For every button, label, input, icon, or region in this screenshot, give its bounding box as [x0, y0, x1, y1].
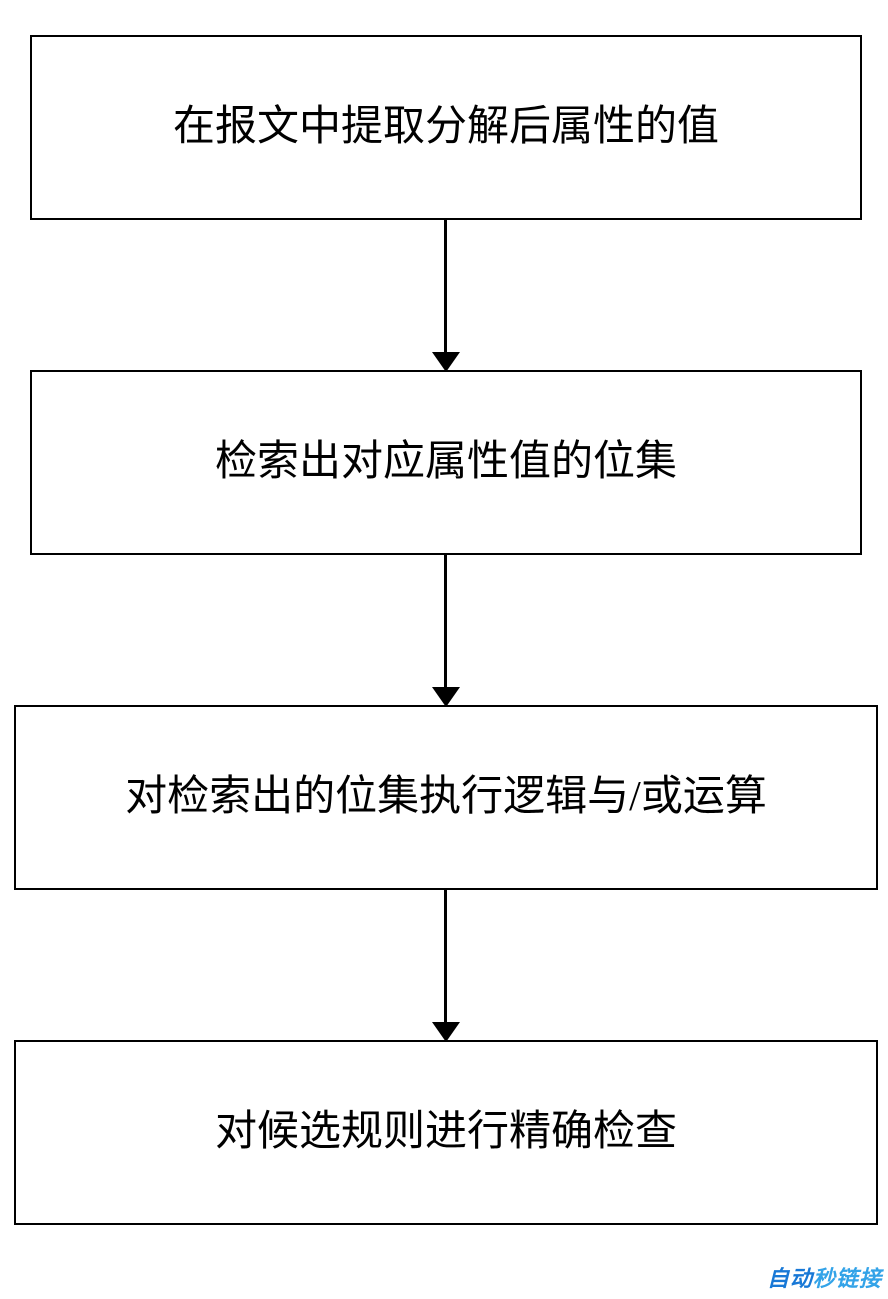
flow-arrow [444, 220, 447, 354]
flow-node-label: 对检索出的位集执行逻辑与/或运算 [115, 772, 777, 822]
watermark-label: 自动秒链接 [767, 1261, 882, 1293]
flow-node-logic-op: 对检索出的位集执行逻辑与/或运算 [14, 705, 878, 890]
flowchart-canvas: 在报文中提取分解后属性的值 检索出对应属性值的位集 对检索出的位集执行逻辑与/或… [0, 0, 888, 1299]
flow-node-label: 检索出对应属性值的位集 [205, 437, 687, 487]
flow-arrow [444, 555, 447, 689]
watermark-part2: 秒链接 [813, 1266, 882, 1291]
arrow-down-icon [432, 687, 460, 707]
watermark-part1: 自动 [767, 1266, 813, 1291]
flow-node-label: 在报文中提取分解后属性的值 [163, 102, 729, 152]
flow-node-label: 对候选规则进行精确检查 [205, 1107, 687, 1157]
flow-arrow [444, 890, 447, 1024]
arrow-down-icon [432, 1022, 460, 1042]
arrow-down-icon [432, 352, 460, 372]
flow-node-lookup-bitset: 检索出对应属性值的位集 [30, 370, 862, 555]
flow-node-extract: 在报文中提取分解后属性的值 [30, 35, 862, 220]
flow-node-precise-check: 对候选规则进行精确检查 [14, 1040, 878, 1225]
